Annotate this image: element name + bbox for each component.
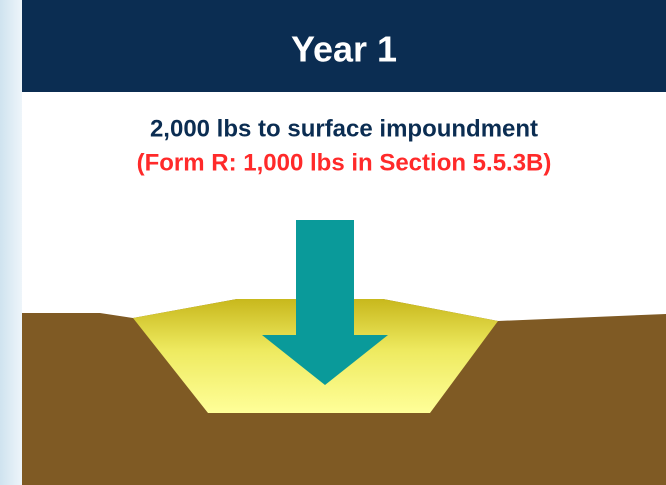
arrow bbox=[262, 220, 388, 385]
left-border bbox=[0, 0, 22, 485]
caption-note: (Form R: 1,000 lbs in Section 5.5.3B) bbox=[137, 149, 552, 176]
header-title: Year 1 bbox=[291, 29, 397, 70]
header-bar bbox=[22, 0, 666, 92]
caption-line: 2,000 lbs to surface impoundment bbox=[150, 115, 538, 142]
